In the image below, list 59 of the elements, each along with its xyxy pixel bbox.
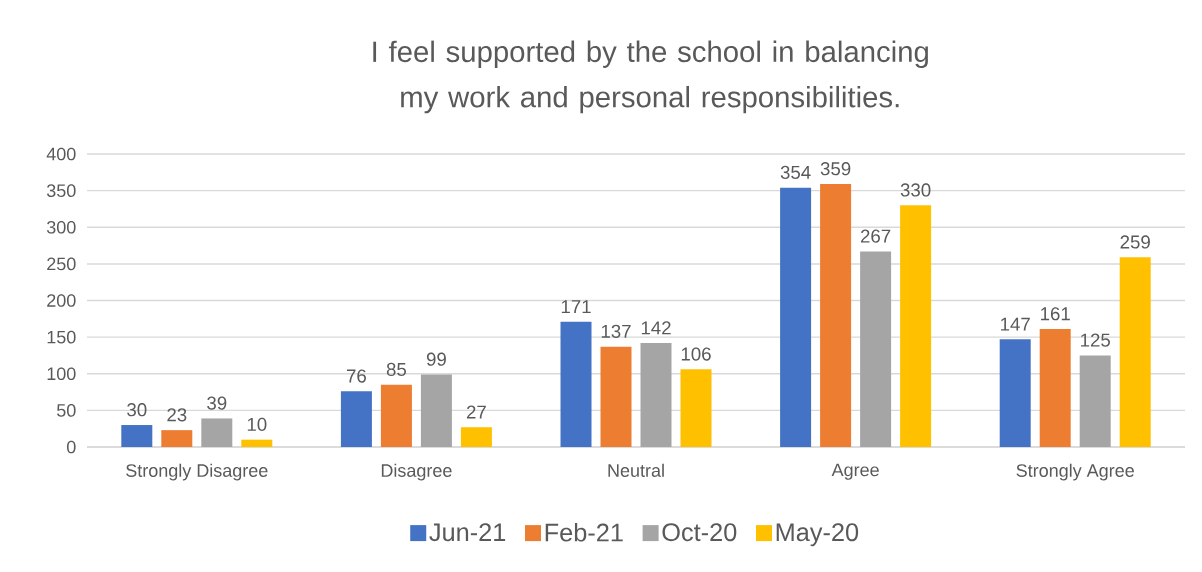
- data-label: 85: [386, 362, 406, 377]
- data-label: 142: [641, 321, 671, 335]
- y-tick-label: 400: [46, 147, 76, 161]
- data-label: 259: [1120, 235, 1150, 249]
- data-label: 354: [780, 165, 811, 179]
- bar: [161, 430, 193, 447]
- bar: [340, 391, 372, 447]
- data-label: 147: [1001, 317, 1030, 331]
- bar: [460, 427, 492, 447]
- data-label: 27: [466, 405, 486, 419]
- bar: [380, 384, 412, 447]
- data-label: 171: [561, 300, 591, 314]
- bar: [820, 184, 852, 447]
- data-label: 137: [601, 324, 631, 338]
- data-label: 30: [127, 403, 147, 417]
- data-label: 267: [860, 229, 891, 243]
- bar: [1079, 355, 1111, 447]
- data-label: 23: [167, 408, 187, 422]
- data-label: 99: [426, 352, 446, 366]
- bar: [560, 321, 592, 447]
- y-tick-label: 200: [47, 294, 76, 307]
- chart-title: I feel supported by the school in balancing my work and personal responsibilities.: [373, 40, 928, 114]
- legend-label: Oct-20: [662, 523, 737, 542]
- bar: [860, 251, 892, 447]
- y-tick-label: 250: [47, 257, 76, 271]
- data-label: 125: [1081, 333, 1110, 347]
- y-tick-label: 50: [56, 404, 76, 417]
- bar: [241, 439, 273, 447]
- bar: [1119, 257, 1151, 447]
- bar: [999, 339, 1031, 447]
- y-tick-label: 100: [47, 367, 76, 381]
- data-label: 359: [820, 162, 851, 176]
- data-label: 330: [900, 183, 931, 197]
- bar: [900, 205, 932, 447]
- legend-label: Jun-21: [429, 523, 506, 542]
- data-label: 39: [207, 396, 227, 410]
- bar: [680, 369, 712, 447]
- bar: [121, 425, 153, 447]
- data-label: 76: [346, 369, 366, 383]
- x-tick-label: Agree: [831, 463, 879, 480]
- data-label: 161: [1041, 307, 1070, 321]
- x-tick-label: Strongly Agree: [1016, 463, 1134, 481]
- y-tick-label: 350: [46, 184, 76, 197]
- y-tick-label: 300: [46, 220, 76, 234]
- legend-label: May-20: [776, 523, 859, 547]
- bar: [201, 418, 233, 447]
- legend-label: Feb-21: [545, 522, 623, 542]
- x-tick-label: Neutral: [608, 463, 664, 477]
- data-label: 10: [247, 417, 267, 431]
- bar: [640, 342, 672, 447]
- bar: [600, 346, 632, 447]
- bar: [780, 187, 812, 447]
- x-tick-label: Disagree: [381, 463, 452, 481]
- y-tick-label: 150: [47, 330, 76, 344]
- x-tick-label: Strongly Disagree: [126, 463, 268, 481]
- y-tick-label: 0: [67, 440, 76, 454]
- bar: [1039, 329, 1071, 447]
- data-label: 106: [681, 347, 711, 361]
- bar: [420, 374, 452, 447]
